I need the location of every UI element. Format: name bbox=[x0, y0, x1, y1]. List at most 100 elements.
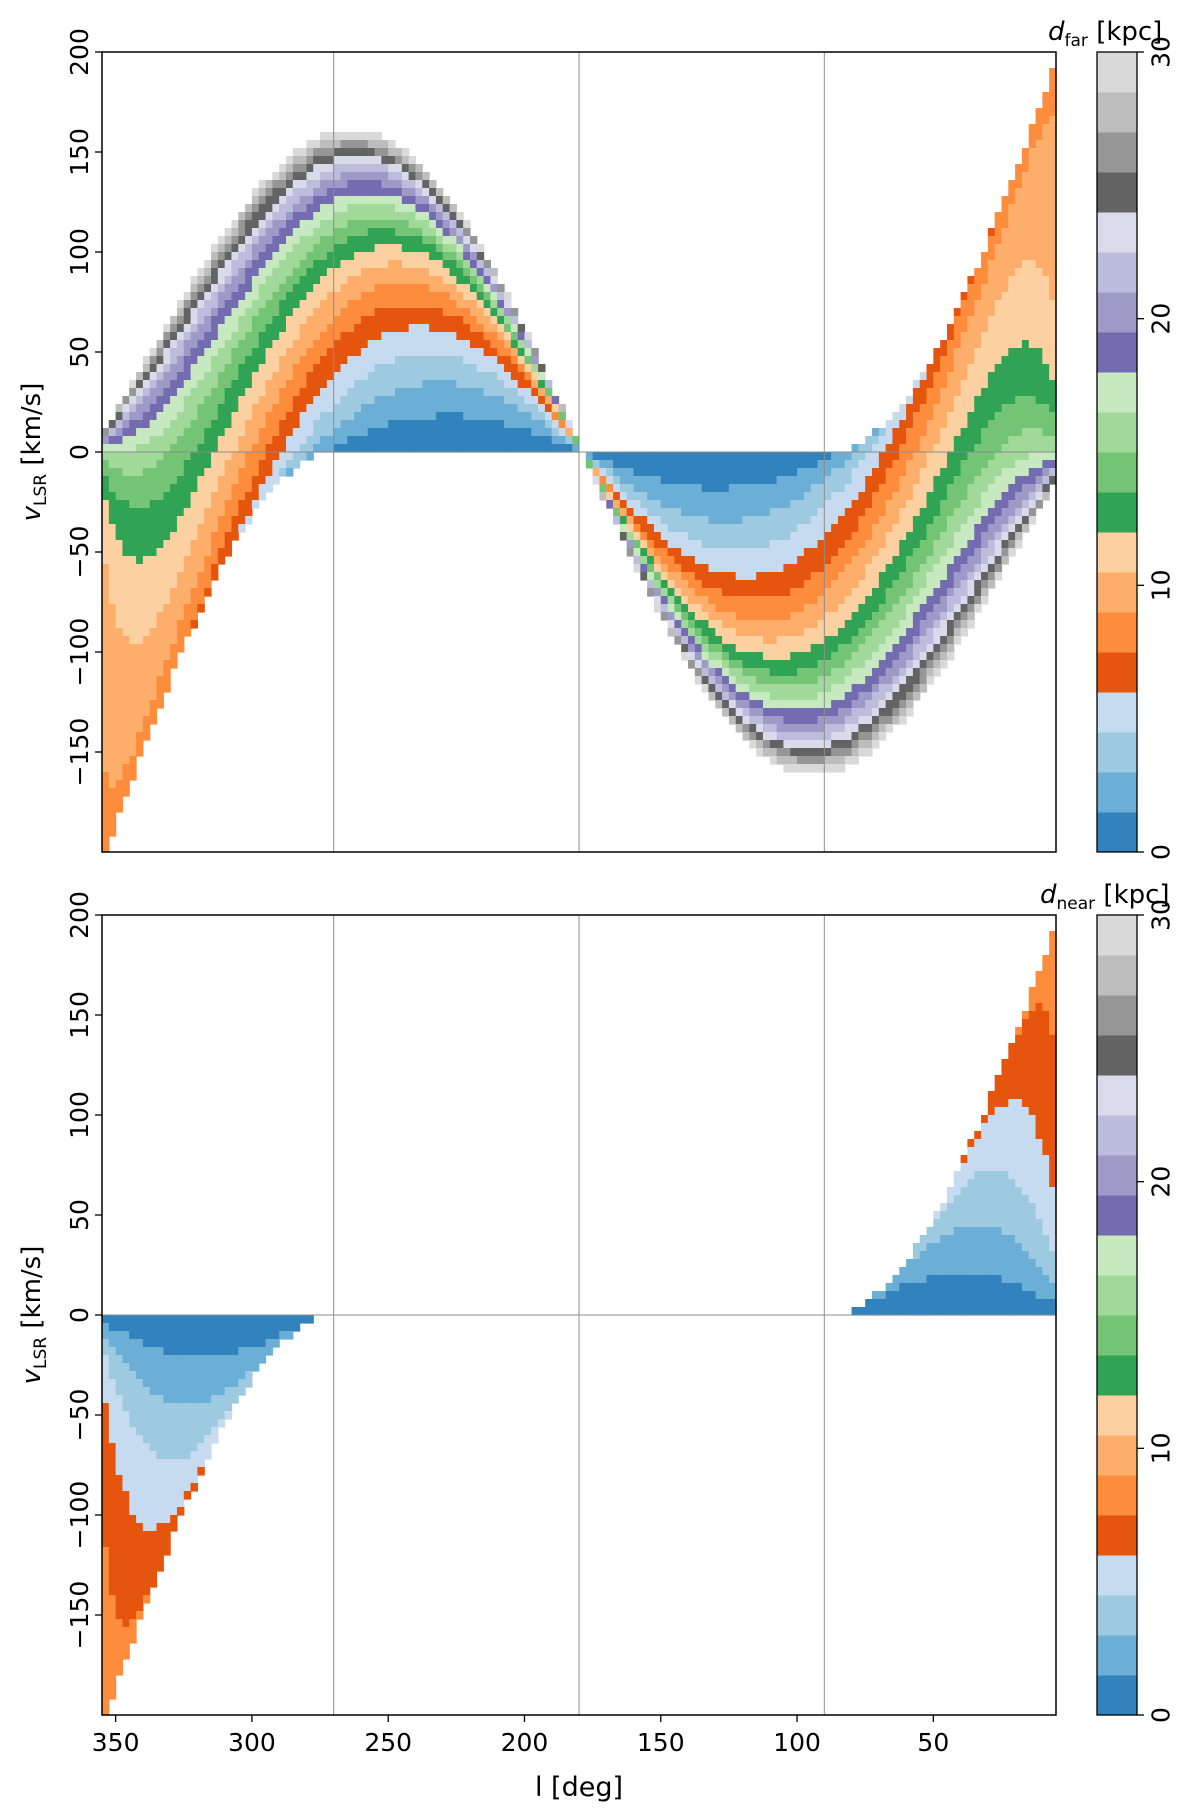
heatmap-cell bbox=[102, 1315, 110, 1324]
heatmap-cell bbox=[899, 668, 907, 677]
heatmap-cell bbox=[940, 556, 948, 581]
heatmap-cell bbox=[129, 412, 137, 421]
heatmap-cell bbox=[136, 1611, 144, 1620]
heatmap-cell bbox=[490, 348, 498, 357]
heatmap-cell bbox=[708, 572, 716, 589]
heatmap-cell bbox=[136, 372, 144, 381]
heatmap-cell bbox=[435, 260, 444, 277]
heatmap-cell bbox=[653, 500, 662, 517]
heatmap-cell bbox=[640, 516, 648, 533]
heatmap-cell bbox=[224, 1387, 233, 1412]
heatmap-cell bbox=[170, 1403, 178, 1460]
heatmap-cell bbox=[395, 148, 403, 157]
heatmap-cell bbox=[156, 356, 164, 365]
heatmap-cell bbox=[115, 444, 124, 453]
heatmap-cell bbox=[360, 132, 369, 141]
heatmap-cell bbox=[102, 1339, 110, 1356]
heatmap-cell bbox=[231, 244, 239, 253]
heatmap-cell bbox=[878, 428, 887, 437]
heatmap-cell bbox=[1021, 1251, 1030, 1292]
heatmap-cell bbox=[163, 1355, 171, 1404]
heatmap-cell bbox=[1015, 1187, 1023, 1244]
heatmap-cell bbox=[722, 676, 730, 685]
heatmap-cell bbox=[299, 148, 308, 157]
heatmap-cell bbox=[762, 692, 771, 709]
heatmap-cell bbox=[906, 692, 914, 701]
heatmap-cell bbox=[885, 636, 894, 653]
heatmap-cell bbox=[878, 676, 887, 685]
heatmap-cell bbox=[722, 524, 730, 549]
heatmap-cell bbox=[803, 740, 812, 749]
heatmap-cell bbox=[994, 532, 1003, 541]
heatmap-cell bbox=[851, 588, 859, 613]
heatmap-cell bbox=[388, 308, 396, 333]
heatmap-cell bbox=[708, 452, 716, 493]
heatmap-cell bbox=[660, 596, 669, 605]
heatmap-cell bbox=[204, 316, 212, 333]
heatmap-cell bbox=[619, 532, 628, 541]
heatmap-cell bbox=[504, 340, 512, 349]
heatmap-cell bbox=[906, 460, 914, 501]
heatmap-cell bbox=[919, 1283, 928, 1316]
heatmap-cell bbox=[401, 356, 410, 389]
heatmap-cell bbox=[224, 252, 233, 261]
heatmap-cell bbox=[933, 620, 941, 629]
heatmap-cell bbox=[367, 132, 376, 141]
heatmap-cell bbox=[953, 620, 962, 629]
heatmap-cell bbox=[933, 604, 941, 621]
heatmap-cell bbox=[176, 1403, 185, 1460]
heatmap-cell bbox=[974, 1171, 982, 1228]
heatmap-cell bbox=[1015, 396, 1023, 437]
heatmap-cell bbox=[926, 596, 934, 613]
heatmap-cell bbox=[231, 228, 239, 237]
heatmap-cell bbox=[831, 556, 839, 581]
heatmap-cell bbox=[279, 228, 287, 245]
heatmap-cell bbox=[960, 548, 969, 565]
heatmap-cell bbox=[442, 380, 451, 413]
heatmap-cell bbox=[333, 132, 342, 141]
heatmap-cell bbox=[367, 140, 376, 149]
heatmap-cell bbox=[953, 1195, 962, 1228]
heatmap-cell bbox=[285, 188, 294, 197]
heatmap-cell bbox=[967, 1227, 975, 1276]
heatmap-cell bbox=[756, 708, 764, 717]
heatmap-cell bbox=[981, 1171, 989, 1228]
heatmap-cell bbox=[285, 316, 294, 349]
heatmap-cell bbox=[224, 460, 233, 501]
heatmap-cell bbox=[817, 596, 825, 621]
heatmap-cell bbox=[851, 700, 859, 709]
heatmap-cell bbox=[340, 188, 348, 197]
heatmap-cell bbox=[708, 524, 716, 549]
heatmap-cell bbox=[735, 524, 744, 549]
heatmap-cell bbox=[606, 500, 614, 509]
heatmap-cell bbox=[340, 196, 348, 213]
heatmap-cell bbox=[1008, 348, 1016, 405]
heatmap-cell bbox=[299, 412, 308, 445]
heatmap-cell bbox=[960, 332, 969, 381]
heatmap-cell bbox=[994, 476, 1003, 501]
heatmap-cell bbox=[422, 252, 430, 269]
heatmap-cell bbox=[742, 724, 750, 733]
colorbar-segment bbox=[1097, 252, 1137, 293]
heatmap-cell bbox=[810, 700, 819, 709]
heatmap-cell bbox=[197, 1467, 205, 1476]
heatmap-cell bbox=[790, 476, 798, 501]
heatmap-cell bbox=[824, 740, 832, 749]
heatmap-cell bbox=[504, 300, 512, 309]
heatmap-cell bbox=[872, 468, 880, 493]
heatmap-cell bbox=[429, 356, 437, 381]
heatmap-cell bbox=[967, 540, 975, 557]
heatmap-cell bbox=[987, 460, 996, 485]
heatmap-cell bbox=[190, 348, 198, 365]
heatmap-cell bbox=[626, 516, 635, 525]
heatmap-cell bbox=[367, 372, 376, 405]
heatmap-cell bbox=[258, 268, 267, 285]
heatmap-cell bbox=[865, 476, 873, 509]
heatmap-cell bbox=[442, 228, 451, 237]
heatmap-cell bbox=[701, 620, 710, 637]
heatmap-cell bbox=[946, 340, 955, 373]
heatmap-cell bbox=[674, 532, 682, 549]
heatmap-cell bbox=[613, 492, 621, 501]
heatmap-cell bbox=[320, 140, 328, 149]
heatmap-cell bbox=[981, 332, 989, 389]
